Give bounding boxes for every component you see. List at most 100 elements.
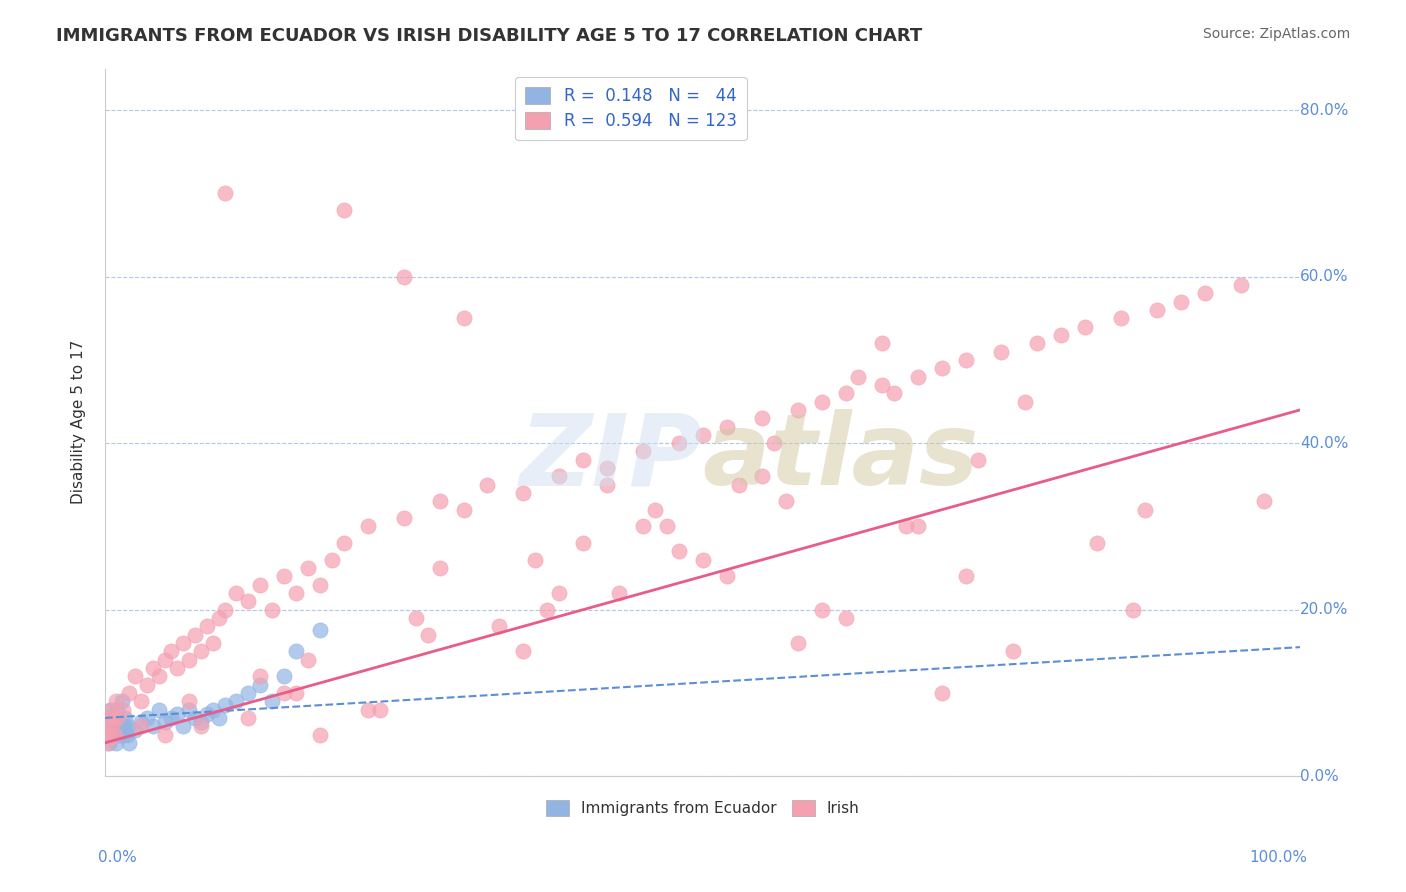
Point <box>177 702 200 716</box>
Point <box>114 711 136 725</box>
Point <box>775 494 797 508</box>
Point <box>357 702 380 716</box>
Point <box>524 552 547 566</box>
Text: ZIP: ZIP <box>520 409 703 507</box>
Point <box>105 702 128 716</box>
Point <box>907 369 929 384</box>
Point <box>96 736 118 750</box>
Point <box>148 702 170 716</box>
Text: 0.0%: 0.0% <box>98 850 138 865</box>
Point <box>955 569 977 583</box>
Point <box>1133 502 1156 516</box>
Point <box>225 586 247 600</box>
Point <box>333 536 356 550</box>
Point <box>1170 294 1192 309</box>
Point <box>214 698 236 713</box>
Point <box>631 444 654 458</box>
Point <box>207 711 229 725</box>
Point <box>894 519 917 533</box>
Point <box>883 386 905 401</box>
Point <box>429 494 451 508</box>
Point <box>512 486 534 500</box>
Point <box>488 619 510 633</box>
Point <box>153 727 176 741</box>
Point <box>309 577 332 591</box>
Point <box>195 706 218 721</box>
Point <box>907 519 929 533</box>
Point <box>811 602 834 616</box>
Point <box>159 711 181 725</box>
Point <box>285 586 308 600</box>
Point <box>297 561 319 575</box>
Text: 0.0%: 0.0% <box>1301 769 1339 784</box>
Point <box>190 714 212 729</box>
Point <box>1002 644 1025 658</box>
Point <box>1146 302 1168 317</box>
Point <box>111 727 134 741</box>
Point <box>111 694 134 708</box>
Point <box>1074 319 1097 334</box>
Point <box>172 719 194 733</box>
Point <box>238 686 260 700</box>
Point <box>655 519 678 533</box>
Point <box>548 586 571 600</box>
Point <box>716 419 738 434</box>
Point <box>124 669 146 683</box>
Point <box>273 686 295 700</box>
Y-axis label: Disability Age 5 to 17: Disability Age 5 to 17 <box>72 340 86 505</box>
Point <box>115 727 138 741</box>
Point <box>96 711 118 725</box>
Point <box>148 669 170 683</box>
Point <box>368 702 391 716</box>
Point <box>333 202 356 217</box>
Point <box>392 511 415 525</box>
Legend: Immigrants from Ecuador, Irish: Immigrants from Ecuador, Irish <box>537 791 869 825</box>
Point <box>572 452 595 467</box>
Text: atlas: atlas <box>703 409 979 507</box>
Point <box>1014 394 1036 409</box>
Text: 20.0%: 20.0% <box>1301 602 1348 617</box>
Point <box>238 594 260 608</box>
Point <box>763 436 786 450</box>
Point <box>357 519 380 533</box>
Point <box>94 727 117 741</box>
Point <box>96 727 118 741</box>
Point <box>207 611 229 625</box>
Point <box>108 727 131 741</box>
Point <box>142 661 165 675</box>
Point <box>238 711 260 725</box>
Point <box>249 577 271 591</box>
Point <box>1122 602 1144 616</box>
Point <box>716 569 738 583</box>
Point <box>98 727 121 741</box>
Point <box>453 502 475 516</box>
Point <box>214 602 236 616</box>
Text: 80.0%: 80.0% <box>1301 103 1348 118</box>
Point <box>111 702 134 716</box>
Point <box>846 369 869 384</box>
Point <box>183 627 205 641</box>
Point <box>668 436 690 450</box>
Point <box>1050 327 1073 342</box>
Point <box>1229 277 1251 292</box>
Text: IMMIGRANTS FROM ECUADOR VS IRISH DISABILITY AGE 5 TO 17 CORRELATION CHART: IMMIGRANTS FROM ECUADOR VS IRISH DISABIL… <box>56 27 922 45</box>
Point <box>405 611 427 625</box>
Point <box>751 469 773 483</box>
Point <box>309 727 332 741</box>
Point <box>166 661 188 675</box>
Point <box>118 686 141 700</box>
Point <box>835 611 858 625</box>
Point <box>966 452 988 467</box>
Point <box>1253 494 1275 508</box>
Point <box>201 702 224 716</box>
Point <box>692 427 714 442</box>
Point <box>249 677 271 691</box>
Point <box>225 694 247 708</box>
Point <box>117 719 139 733</box>
Point <box>644 502 666 516</box>
Point <box>751 411 773 425</box>
Point <box>159 644 181 658</box>
Point <box>153 652 176 666</box>
Point <box>477 477 499 491</box>
Point <box>692 552 714 566</box>
